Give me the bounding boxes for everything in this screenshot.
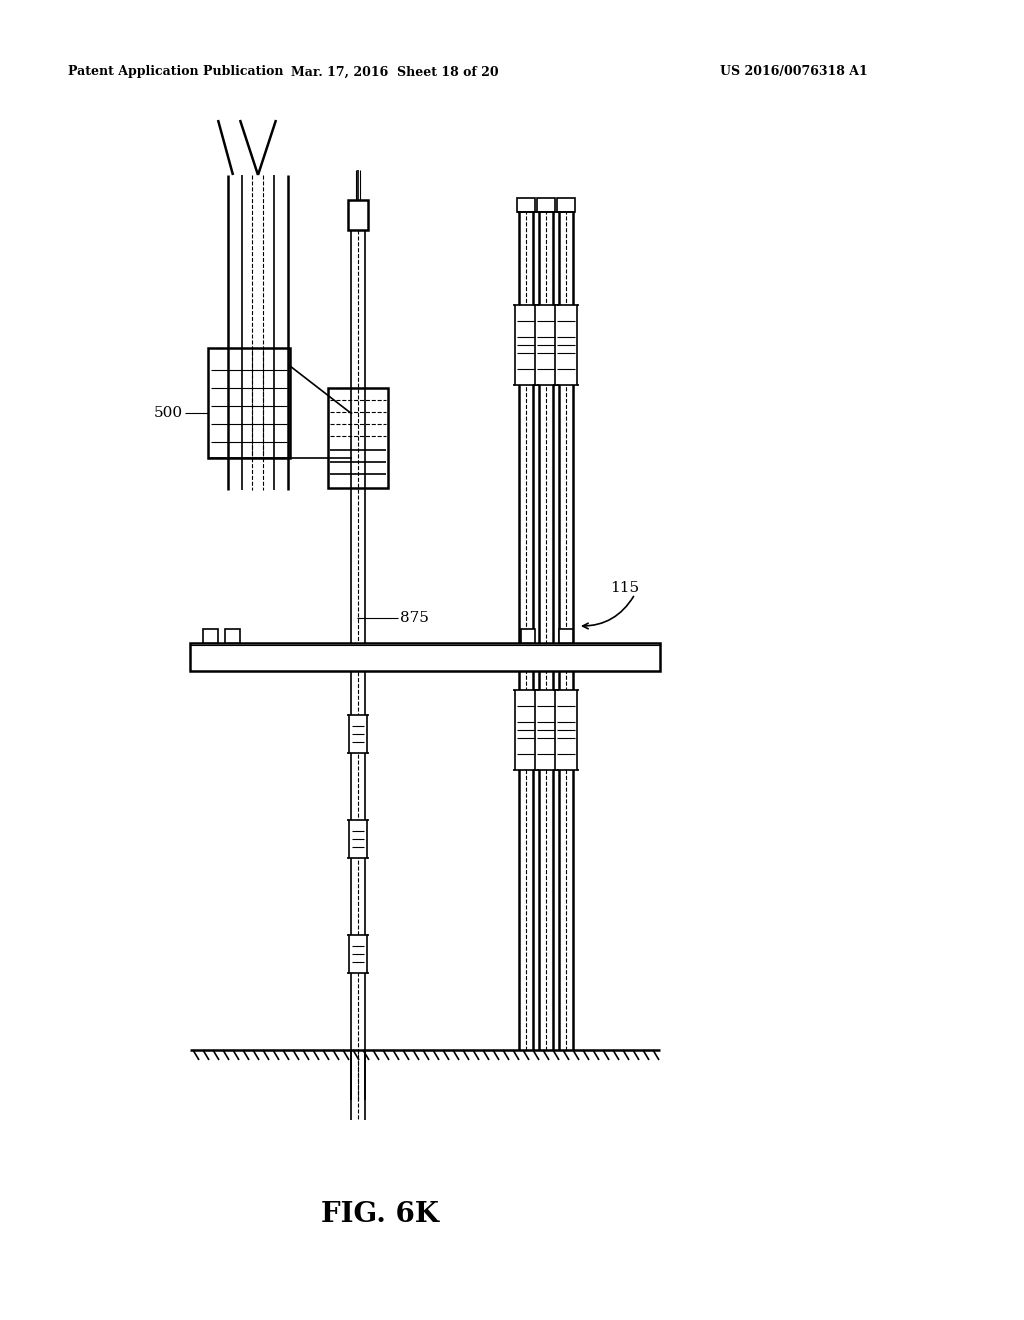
Bar <box>203 630 218 643</box>
Bar <box>535 690 557 770</box>
Text: Patent Application Publication: Patent Application Publication <box>68 66 284 78</box>
Text: FIG. 6K: FIG. 6K <box>321 1201 439 1229</box>
Bar <box>225 630 240 643</box>
Bar <box>515 305 537 385</box>
Bar <box>521 630 535 643</box>
Bar <box>535 305 557 385</box>
Bar <box>349 935 367 973</box>
Bar <box>555 305 577 385</box>
Bar <box>557 198 575 213</box>
Text: US 2016/0076318 A1: US 2016/0076318 A1 <box>720 66 867 78</box>
Text: 115: 115 <box>610 581 639 595</box>
Bar <box>328 388 388 488</box>
Text: Mar. 17, 2016  Sheet 18 of 20: Mar. 17, 2016 Sheet 18 of 20 <box>291 66 499 78</box>
Bar <box>559 630 573 643</box>
Bar <box>555 690 577 770</box>
Bar <box>208 348 290 458</box>
Text: 875: 875 <box>400 611 429 624</box>
Bar <box>537 198 555 213</box>
Bar <box>517 198 535 213</box>
Bar <box>348 201 368 230</box>
Bar <box>349 715 367 752</box>
Bar <box>515 690 537 770</box>
Bar <box>349 820 367 858</box>
Bar <box>190 643 660 671</box>
Text: 500: 500 <box>154 407 183 420</box>
